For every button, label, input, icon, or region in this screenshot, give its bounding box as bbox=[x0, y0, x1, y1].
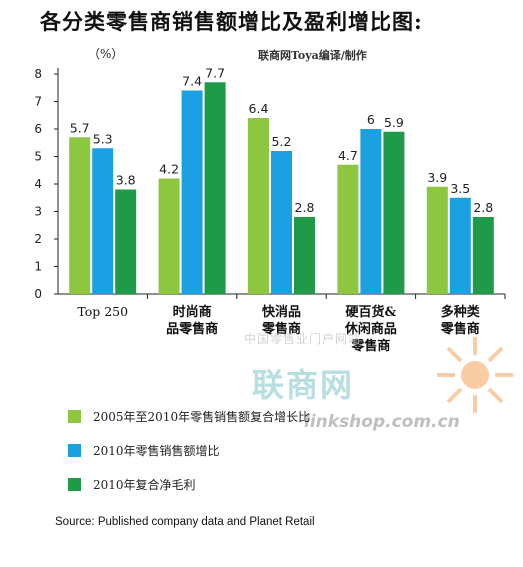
bar-1 bbox=[248, 118, 269, 294]
x-category-label: 快消品零售商 bbox=[261, 304, 301, 337]
data-label: 5.3 bbox=[93, 131, 113, 146]
data-label: 3.9 bbox=[427, 170, 447, 185]
bar-2 bbox=[92, 148, 114, 294]
data-label: 5.7 bbox=[70, 120, 90, 135]
data-label: 2.8 bbox=[295, 200, 315, 215]
data-label: 6.4 bbox=[249, 101, 269, 116]
legend-label-series-1: 2005年至2010年零售销售额复合增长比 bbox=[93, 409, 311, 424]
source-note: Source: Published company data and Plane… bbox=[55, 516, 315, 528]
y-tick-label: 8 bbox=[34, 67, 42, 81]
x-category-label: 时尚商品零售商 bbox=[166, 304, 218, 337]
bar-3 bbox=[204, 82, 226, 294]
y-tick-label: 2 bbox=[34, 232, 42, 246]
y-tick-label: 6 bbox=[34, 122, 42, 136]
data-label: 7.4 bbox=[182, 74, 202, 89]
bar-1 bbox=[69, 137, 91, 294]
data-label: 7.7 bbox=[205, 65, 225, 80]
y-unit-label: （%） bbox=[88, 47, 124, 61]
y-tick-label: 3 bbox=[34, 205, 42, 219]
y-tick-label: 5 bbox=[34, 150, 42, 164]
legend-label-series-3: 2010年复合净毛利 bbox=[93, 477, 196, 492]
data-label: 4.2 bbox=[159, 162, 179, 177]
bar-2 bbox=[181, 90, 203, 294]
legend: 2005年至2010年零售销售额复合增长比 2010年零售销售额增比 2010年… bbox=[68, 405, 310, 507]
bar-2 bbox=[271, 151, 292, 294]
x-category-label: 硬百货&休闲商品零售商 bbox=[344, 304, 397, 354]
data-label: 3.5 bbox=[450, 181, 470, 196]
bar-chart: 0 1 2 3 4 5 6 7 8 5.75.3 3.8 Top 250 4.2 7.47.7 时尚商品零售… bbox=[34, 65, 506, 354]
data-label: 4.7 bbox=[338, 148, 358, 163]
legend-item-series-2: 2010年零售销售额增比 bbox=[68, 439, 310, 461]
data-label: 3.8 bbox=[116, 173, 136, 188]
x-category-label: Top 250 bbox=[77, 304, 128, 319]
bar-1 bbox=[158, 178, 180, 294]
bar-3 bbox=[115, 189, 137, 294]
bar-3 bbox=[294, 217, 315, 294]
legend-swatch-series-1 bbox=[68, 409, 81, 423]
credit-text: 联商网Toya编译/制作 bbox=[258, 49, 367, 62]
y-tick-label: 7 bbox=[34, 95, 42, 109]
y-tick-label: 1 bbox=[34, 260, 42, 274]
y-tick-label: 4 bbox=[34, 177, 42, 191]
legend-swatch-series-2 bbox=[68, 443, 81, 457]
legend-item-series-1: 2005年至2010年零售销售额复合增长比 bbox=[68, 405, 310, 427]
legend-label-series-2: 2010年零售销售额增比 bbox=[93, 443, 220, 458]
bar-2 bbox=[449, 197, 471, 294]
legend-item-series-3: 2010年复合净毛利 bbox=[68, 473, 310, 495]
bar-1 bbox=[337, 164, 359, 294]
data-label: 6 bbox=[367, 112, 375, 127]
bar-2 bbox=[360, 129, 382, 294]
chart-title: 各分类零售商销售额增比及盈利增比图: bbox=[40, 9, 423, 34]
data-label: 5.2 bbox=[272, 134, 292, 149]
bar-3 bbox=[472, 217, 494, 294]
watermark-url: linkshop.com.cn bbox=[304, 412, 460, 432]
data-label: 2.8 bbox=[473, 200, 493, 215]
bar-3 bbox=[383, 131, 405, 294]
bar-1 bbox=[426, 186, 448, 294]
y-tick-label: 0 bbox=[34, 287, 42, 301]
x-category-label: 多种类零售商 bbox=[440, 304, 481, 337]
data-label: 5.9 bbox=[384, 115, 404, 130]
legend-swatch-series-3 bbox=[68, 477, 81, 491]
